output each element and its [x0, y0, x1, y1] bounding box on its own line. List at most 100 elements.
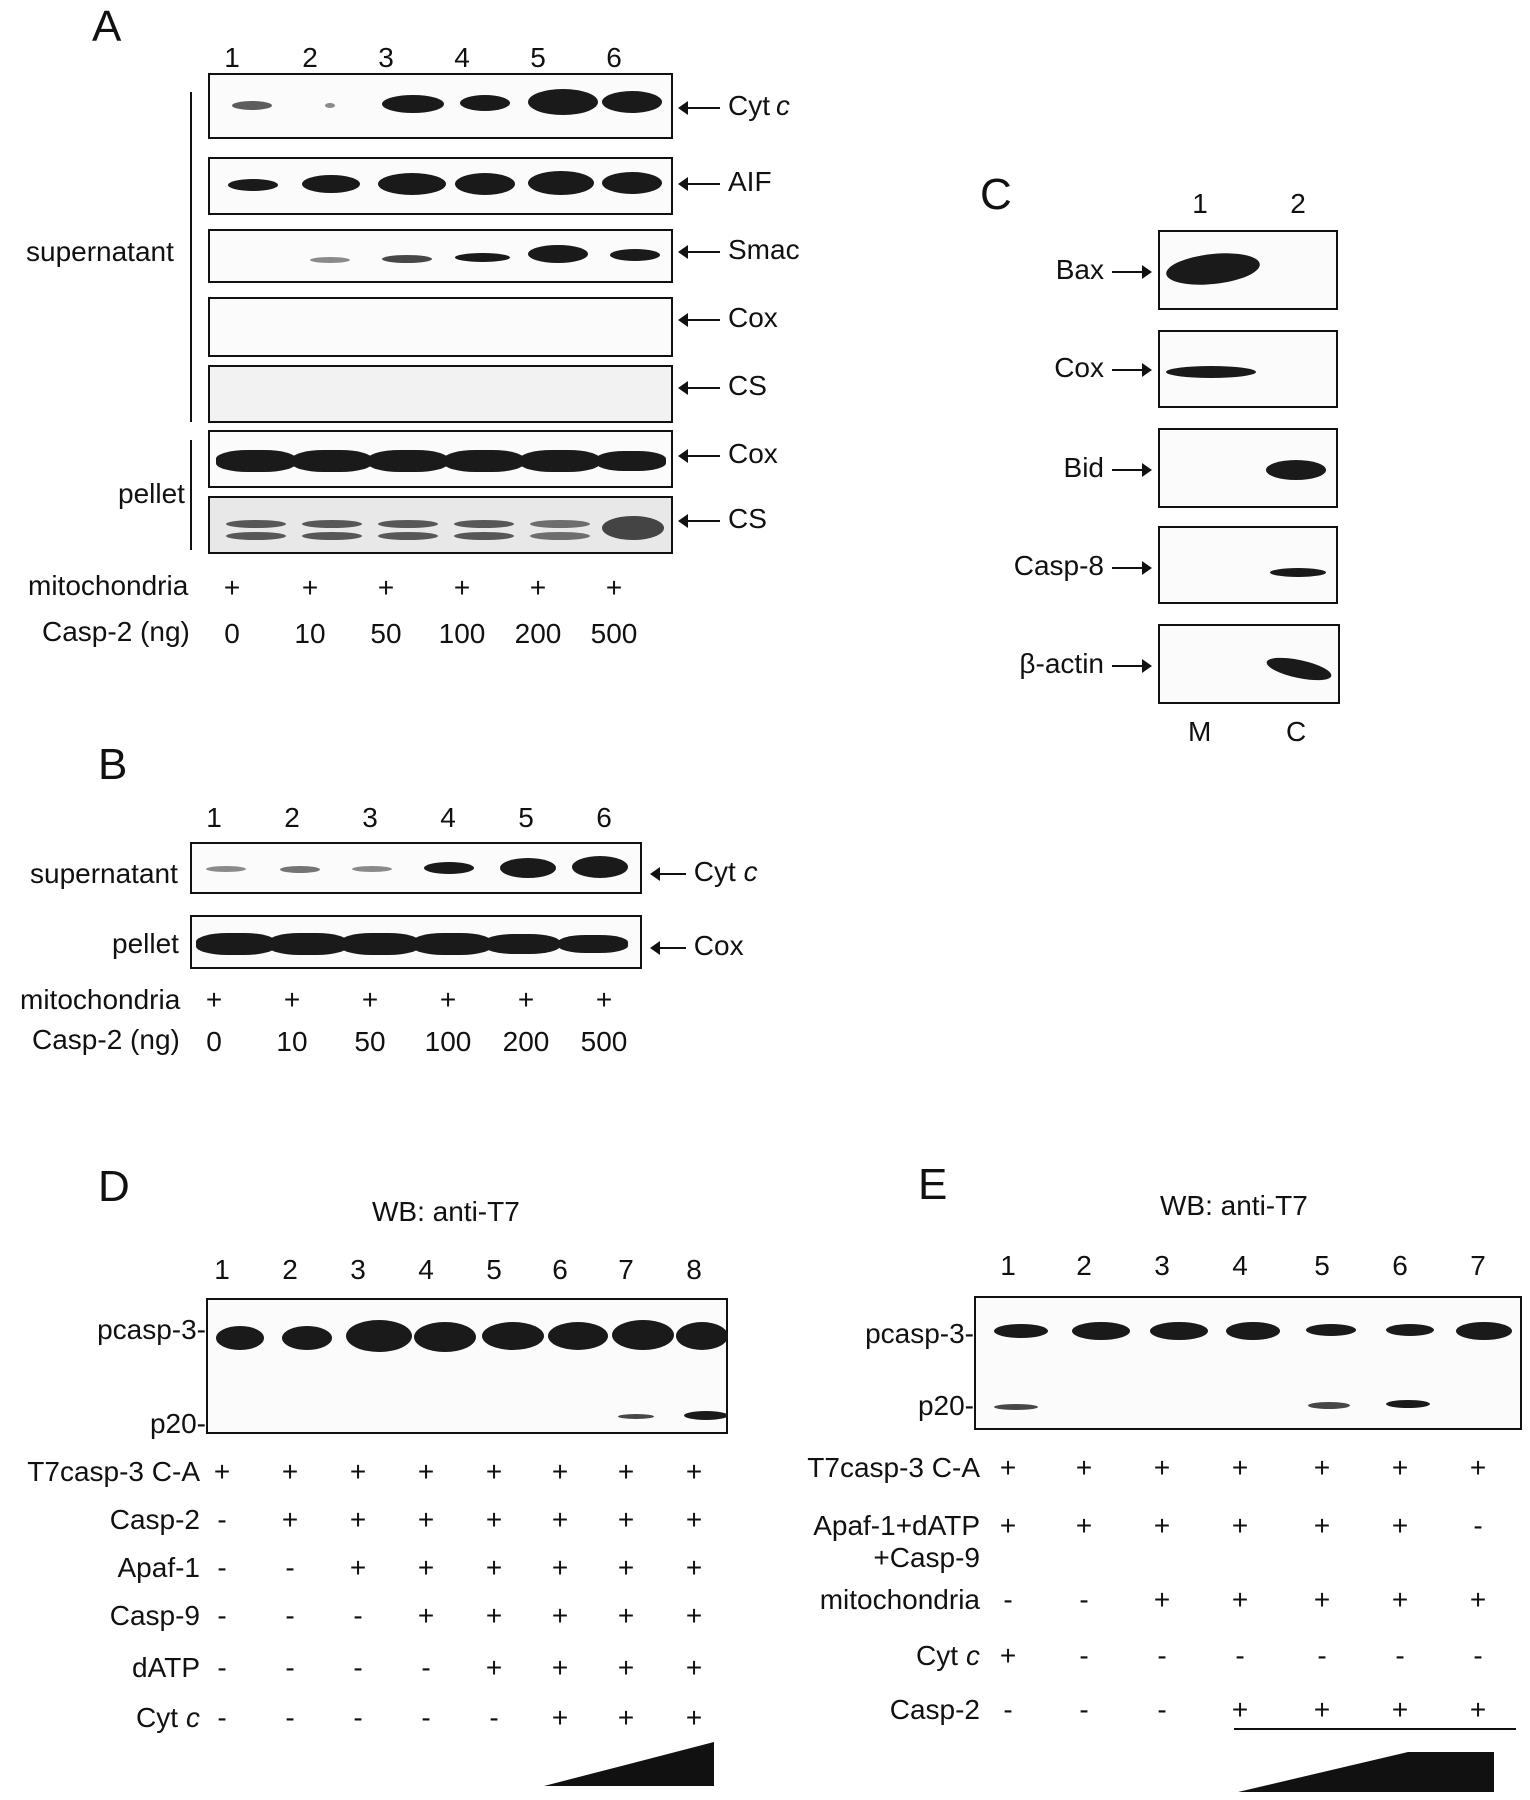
d-cond-label-4: dATP — [0, 1652, 200, 1684]
b-lane-1: 1 — [206, 802, 222, 833]
d-cond-label-0: T7casp-3 C-A — [0, 1456, 200, 1488]
c-lane-1: 1 — [1192, 188, 1208, 219]
a-casp-value-5: 200 — [514, 618, 562, 649]
e-cond-text-1: Apaf-1+dATP — [813, 1510, 980, 1541]
panel-d-label: D — [98, 1162, 130, 1211]
e-sign-4-5: + — [1391, 1694, 1409, 1725]
d-sign-3-6: + — [617, 1600, 635, 1631]
a-row-label-2: Smac — [678, 234, 800, 266]
arrow-right-icon — [1112, 658, 1152, 673]
blot-a-cox-pellet — [208, 430, 673, 488]
d-cond-text-2: Apaf-1 — [117, 1552, 201, 1583]
c-row-label-1: Cox — [1054, 352, 1152, 384]
e-casp2-underline — [1234, 1728, 1516, 1730]
arrow-right-icon — [1112, 362, 1152, 377]
b-lane-4: 4 — [440, 802, 456, 833]
d-cond-text-5: Cyt — [136, 1702, 178, 1733]
a-lane-1: 1 — [224, 42, 240, 73]
blot-d — [206, 1298, 728, 1434]
d-sign-5-1: - — [285, 1702, 295, 1733]
a-lane-2: 2 — [302, 42, 318, 73]
blot-b-cox — [190, 915, 642, 969]
e-lane-6: 6 — [1392, 1250, 1408, 1281]
d-sign-3-4: + — [485, 1600, 503, 1631]
blot-c-bid — [1158, 428, 1338, 508]
panel-a-label: A — [92, 2, 122, 51]
b-mito-label: mitochondria — [20, 984, 181, 1015]
d-lane-1: 1 — [214, 1254, 230, 1285]
e-sign-3-3: - — [1235, 1640, 1245, 1671]
a-row-text-2: Smac — [728, 234, 800, 265]
d-sign-5-7: + — [685, 1702, 703, 1733]
d-sign-3-2: - — [353, 1600, 363, 1631]
d-sign-4-2: - — [353, 1652, 363, 1683]
blot-a-cytc — [208, 73, 673, 139]
arrow-left-icon — [678, 513, 720, 528]
d-sign-0-6: + — [617, 1456, 635, 1487]
e-lane-1: 1 — [1000, 1250, 1016, 1281]
e-sign-3-0: + — [999, 1640, 1017, 1671]
d-cond-text-4: dATP — [132, 1652, 200, 1683]
d-gradient-wedge — [544, 1742, 714, 1786]
b-cytc-arrow-label: Cyt c — [650, 856, 758, 888]
d-cond-text-0: T7casp-3 C-A — [27, 1456, 200, 1487]
e-cond-label-1: Apaf-1+dATP +Casp-9 — [760, 1510, 980, 1574]
a-mito-sign-6: + — [605, 572, 623, 603]
d-sign-2-2: + — [349, 1552, 367, 1583]
d-cond-label-5: Cyt c — [0, 1702, 200, 1734]
d-cond-label-1: Casp-2 — [0, 1504, 200, 1536]
e-sign-1-5: + — [1391, 1510, 1409, 1541]
d-sign-0-7: + — [685, 1456, 703, 1487]
e-sign-2-0: - — [1003, 1584, 1013, 1615]
arrow-left-icon — [678, 176, 720, 191]
blot-b-cytc — [190, 842, 642, 894]
b-casp-value-4: 100 — [424, 1026, 472, 1057]
e-sign-0-2: + — [1153, 1452, 1171, 1483]
pellet-bracket — [190, 440, 192, 550]
a-mito-sign-5: + — [529, 572, 547, 603]
e-gradient-wedge — [1238, 1752, 1494, 1792]
b-mito-sign-1: + — [205, 984, 223, 1015]
c-bottom-c: C — [1286, 716, 1307, 747]
d-sign-1-6: + — [617, 1504, 635, 1535]
b-mito-sign-5: + — [517, 984, 535, 1015]
e-sign-4-3: + — [1231, 1694, 1249, 1725]
b-cytc-italic: c — [743, 856, 758, 887]
d-sign-5-2: - — [353, 1702, 363, 1733]
c-row-label-0: Bax — [1056, 254, 1152, 286]
e-sign-4-1: - — [1079, 1694, 1089, 1725]
d-sign-3-0: - — [217, 1600, 227, 1631]
a-mito-sign-4: + — [453, 572, 471, 603]
panel-b-label: B — [98, 740, 128, 789]
e-band-bottom: p20- — [917, 1390, 974, 1421]
e-sign-2-5: + — [1391, 1584, 1409, 1615]
arrow-right-icon — [1112, 264, 1152, 279]
arrow-left-icon — [678, 100, 720, 115]
e-lane-5: 5 — [1314, 1250, 1330, 1281]
d-sign-1-0: - — [217, 1504, 227, 1535]
arrow-left-icon — [678, 244, 720, 259]
e-sign-0-0: + — [999, 1452, 1017, 1483]
d-sign-2-4: + — [485, 1552, 503, 1583]
arrow-right-icon — [1112, 462, 1152, 477]
d-wedge — [544, 1742, 714, 1786]
c-row-label-2: Bid — [1064, 452, 1152, 484]
b-casp-label: Casp-2 (ng) — [32, 1024, 180, 1055]
a-pellet-label: pellet — [118, 478, 185, 509]
d-cond-text-3: Casp-9 — [109, 1600, 200, 1631]
e-cond-text-0: T7casp-3 C-A — [807, 1452, 980, 1483]
d-lane-6: 6 — [552, 1254, 568, 1285]
d-sign-0-4: + — [485, 1456, 503, 1487]
b-lane-2: 2 — [284, 802, 300, 833]
a-supernatant-label: supernatant — [26, 236, 174, 267]
d-sign-2-7: + — [685, 1552, 703, 1583]
e-cond-italic-3: c — [966, 1640, 980, 1671]
a-row-text-3: Cox — [728, 302, 778, 333]
d-sign-5-6: + — [617, 1702, 635, 1733]
e-sign-0-1: + — [1075, 1452, 1093, 1483]
d-sign-5-5: + — [551, 1702, 569, 1733]
d-sign-4-0: - — [217, 1652, 227, 1683]
a-casp-value-4: 100 — [438, 618, 486, 649]
e-sign-3-4: - — [1317, 1640, 1327, 1671]
d-sign-2-5: + — [551, 1552, 569, 1583]
